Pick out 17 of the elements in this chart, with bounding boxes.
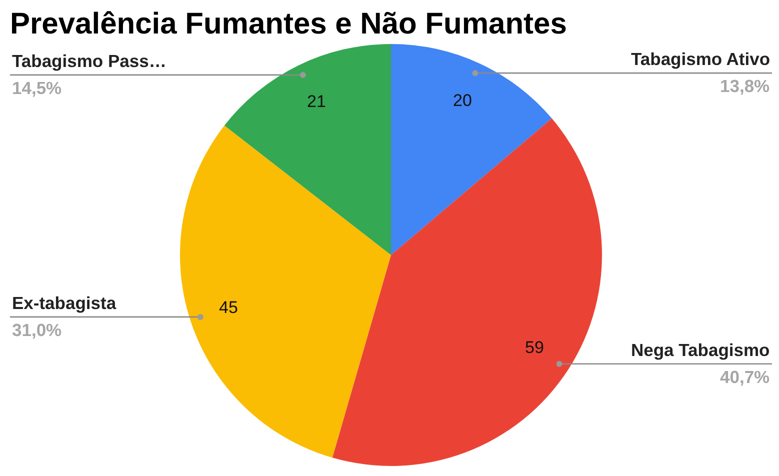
slice-label: Tabagismo Pass… [12,51,166,71]
pie-slice [180,125,391,458]
slice-label: Ex-tabagista [12,293,116,313]
pie-slice [224,44,391,255]
data-label: 20 [453,91,472,110]
text: 14,5% [12,78,62,98]
data-label: 21 [307,92,326,111]
data-label: 59 [525,338,544,357]
text: 40,7% [720,367,770,387]
data-label: 45 [219,298,238,317]
pie-slice [332,118,602,466]
slice-label: Tabagismo Ativo [631,49,770,69]
chart-title: Prevalência Fumantes e Não Fumantes [10,8,567,40]
pie-slice [391,44,552,255]
text: 31,0% [12,320,62,340]
text: 13,8% [720,76,770,96]
slice-label: Nega Tabagismo [631,340,770,360]
